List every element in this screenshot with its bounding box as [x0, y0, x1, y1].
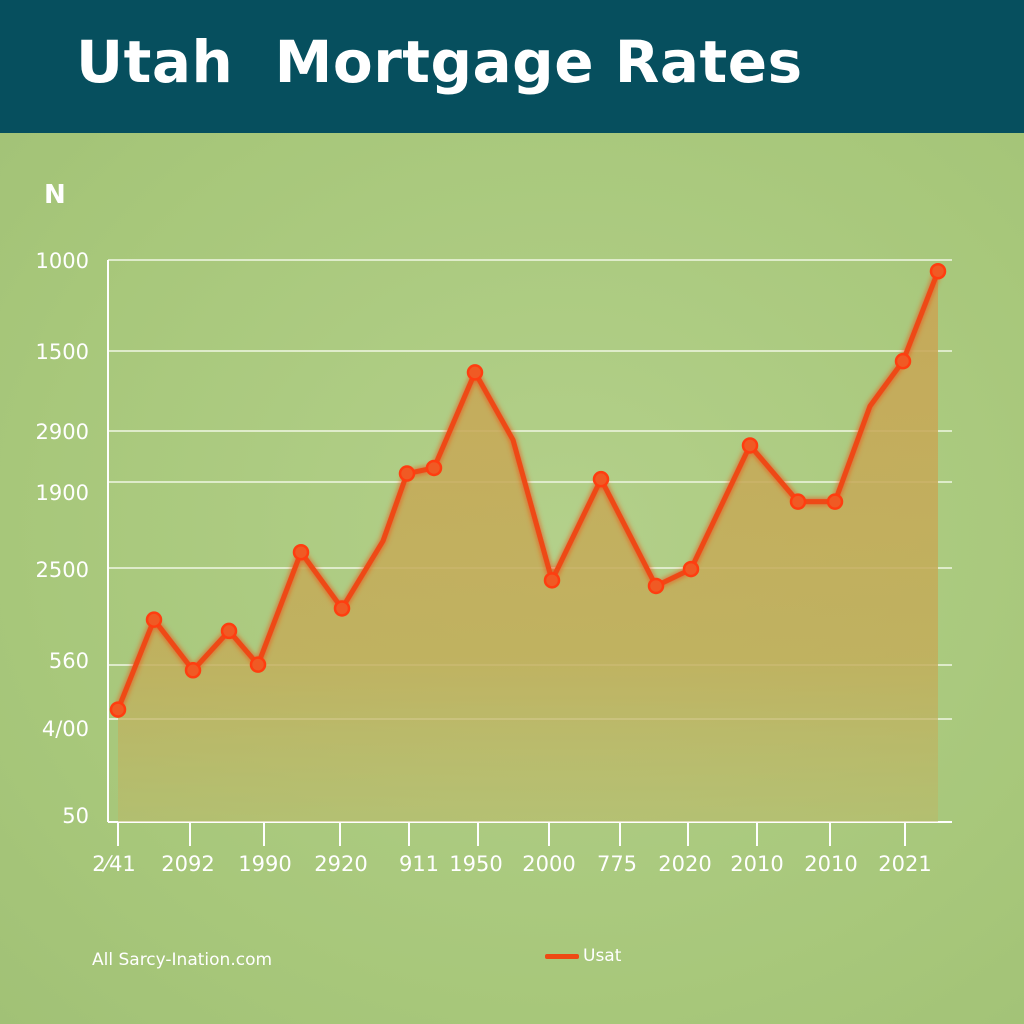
- y-tick-labels: 1000 1500 2900 1900 2500 560 4/00 50: [36, 249, 89, 828]
- x-tick-label: 1950: [449, 852, 502, 876]
- x-tick-label: 2010: [730, 852, 783, 876]
- x-tick-label: 2⁄41: [92, 852, 136, 876]
- data-point: [894, 352, 912, 370]
- x-tick-label: 911: [399, 852, 439, 876]
- header-bar: Utah Mortgage Rates: [0, 0, 1024, 133]
- data-point: [592, 470, 610, 488]
- y-tick-label: 50: [62, 804, 89, 828]
- series-area: [118, 271, 938, 822]
- x-tick-label: 2020: [658, 852, 711, 876]
- data-point: [682, 560, 700, 578]
- x-tick-label: 2000: [522, 852, 575, 876]
- data-point: [425, 459, 443, 477]
- data-point: [249, 656, 267, 673]
- legend-label: Usat: [583, 946, 622, 966]
- source-text: All Sarcy-Ination.com: [92, 950, 273, 970]
- data-point: [220, 622, 238, 640]
- data-point: [826, 493, 844, 510]
- data-point: [292, 543, 310, 561]
- data-point: [145, 611, 163, 628]
- data-point: [929, 262, 947, 280]
- data-point: [333, 600, 351, 617]
- data-point: [466, 364, 484, 381]
- data-point: [109, 701, 127, 718]
- x-tick-label: 775: [597, 852, 637, 876]
- x-tick-label: 2010: [804, 852, 857, 876]
- y-tick-label: 1000: [36, 249, 89, 273]
- data-point: [647, 577, 665, 595]
- series-points: [109, 262, 947, 718]
- x-tick-label: 1990: [238, 852, 291, 876]
- x-tick-label: 2920: [314, 852, 367, 876]
- chart-title: Utah Mortgage Rates: [76, 28, 803, 96]
- data-point: [398, 465, 416, 482]
- y-tick-label: 2500: [36, 558, 89, 582]
- x-tick-labels: 2⁄41 2092 1990 2920 911 1950 2000 775 2020 2010 20…: [92, 852, 932, 876]
- legend-swatch: [545, 953, 579, 959]
- data-point: [184, 662, 202, 679]
- data-point: [741, 437, 759, 454]
- x-tick-label: 2021: [878, 852, 931, 876]
- data-point: [789, 493, 807, 510]
- y-tick-label: 4/00: [42, 717, 89, 741]
- y-tick-label: 2900: [36, 420, 89, 444]
- y-axis-label: N: [44, 180, 66, 210]
- data-point: [543, 572, 561, 589]
- y-tick-label: 1500: [36, 340, 89, 364]
- series-line: [115, 270, 941, 711]
- y-tick-label: 560: [49, 649, 89, 673]
- x-tick-label: 2092: [161, 852, 214, 876]
- y-tick-label: 1900: [36, 481, 89, 505]
- legend: Usat: [545, 946, 621, 966]
